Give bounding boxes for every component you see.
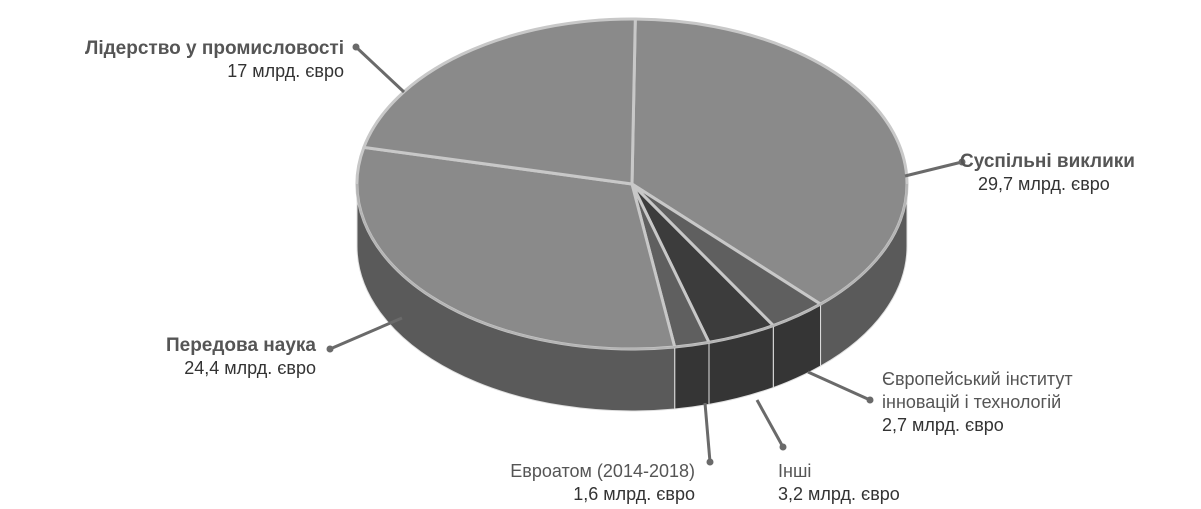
slice-label-value: 3,2 млрд. євро xyxy=(778,484,900,504)
slice-label-value: 17 млрд. євро xyxy=(227,61,344,81)
pie-side-euratom xyxy=(674,341,710,410)
leader-dot-liderstvo xyxy=(352,43,360,51)
slice-label-name-line2: інновацій і технологій xyxy=(882,392,1062,412)
label-liderstvo: Лідерство у промисловості 17 млрд. євро xyxy=(0,37,344,83)
slice-label-name: Евроатом (2014-2018) xyxy=(510,461,695,481)
leader-line-inshi xyxy=(755,399,785,448)
slice-separators xyxy=(356,183,908,350)
leader-dot-peredova-nauka xyxy=(326,345,334,353)
pie-rim xyxy=(356,183,908,350)
slice-label-value: 1,6 млрд. євро xyxy=(573,484,695,504)
leader-dot-euratom xyxy=(706,458,714,466)
leader-line-liderstvo xyxy=(354,45,406,94)
leader-line-euratom xyxy=(703,402,712,463)
slice-label-name: Суспільні виклики xyxy=(960,151,1135,172)
leader-line-suspilni-vyklyky xyxy=(904,160,963,178)
slice-label-name: Інші xyxy=(778,461,812,481)
leader-dot-suspilni-vyklyky xyxy=(958,158,966,166)
leader-dot-inshi xyxy=(779,443,787,451)
label-eit: Європейський інститут інновацій і технол… xyxy=(882,368,1073,437)
slice-label-value: 29,7 млрд. євро xyxy=(978,174,1110,194)
slice-label-name: Передова наука xyxy=(165,335,316,356)
leader-line-peredova-nauka xyxy=(329,316,403,351)
label-euratom: Евроатом (2014-2018) 1,6 млрд. євро xyxy=(440,460,695,506)
pie-slice-liderstvo xyxy=(362,17,637,186)
slice-label-name: Лідерство у промисловості xyxy=(85,38,344,59)
pie-tops xyxy=(355,17,909,351)
leader-line-eit xyxy=(807,370,871,402)
slice-label-name-line1: Європейський інститут xyxy=(882,369,1073,389)
label-inshi: Інші 3,2 млрд. євро xyxy=(778,460,900,506)
label-peredova-nauka: Передова наука 24,4 млрд. євро xyxy=(100,334,316,380)
label-suspilni-vyklyky: Суспільні виклики 29,7 млрд. євро xyxy=(960,150,1135,196)
slice-label-value: 24,4 млрд. євро xyxy=(184,358,316,378)
leader-lines xyxy=(326,43,966,466)
leader-dot-eit xyxy=(866,396,874,404)
slice-label-value: 2,7 млрд. євро xyxy=(882,415,1004,435)
